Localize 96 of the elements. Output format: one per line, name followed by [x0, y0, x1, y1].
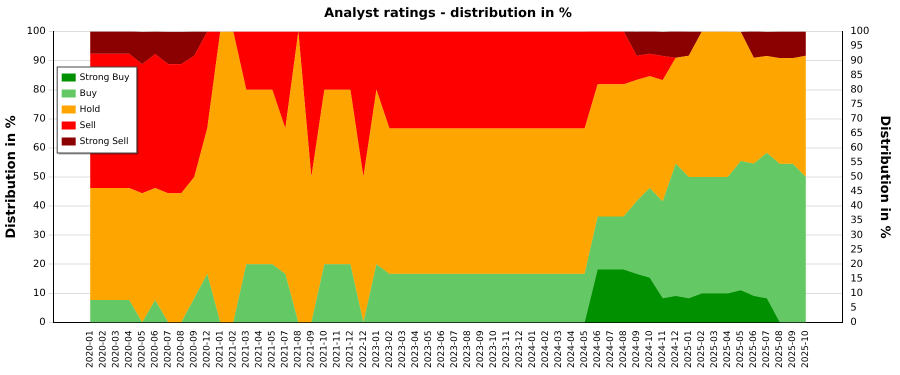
- y2-tick-label: 90: [850, 55, 864, 66]
- x-tick-label: 2025-06: [749, 330, 760, 368]
- x-tick-label: 2020-04: [124, 330, 135, 368]
- y2-tick-label: 30: [850, 230, 864, 241]
- x-tick-label: 2024-10: [645, 330, 656, 368]
- y2-tick-label: 20: [850, 258, 864, 270]
- legend-label: Buy: [80, 88, 98, 99]
- x-tick-label: 2021-03: [242, 330, 252, 368]
- x-tick-label: 2020-12: [202, 330, 213, 368]
- y2-tick-label: 45: [850, 186, 864, 198]
- y-tick-label: 90: [32, 55, 46, 66]
- x-tick-label: 2020-08: [176, 330, 187, 368]
- y2-axis-title: Distribution in %: [876, 115, 892, 239]
- y2-tick-label: 50: [850, 172, 864, 183]
- x-tick-label: 2024-05: [580, 330, 590, 368]
- x-tick-label: 2023-06: [436, 330, 447, 368]
- x-tick-label: 2023-12: [514, 330, 525, 368]
- x-tick-label: 2021-09: [306, 330, 317, 368]
- x-tick-label: 2021-07: [280, 330, 291, 368]
- y2-tick-label: 40: [850, 200, 864, 212]
- y-tick-label: 50: [32, 172, 46, 183]
- y2-tick-label: 65: [850, 128, 864, 139]
- x-tick-label: 2021-04: [254, 330, 265, 368]
- y2-tick-label: 70: [850, 113, 864, 124]
- x-tick-label: 2025-10: [801, 330, 812, 368]
- y2-tick-label: 60: [850, 142, 864, 154]
- x-tick-label: 2020-05: [138, 330, 148, 368]
- y-tick-label: 60: [32, 142, 46, 154]
- x-tick-label: 2024-12: [671, 330, 682, 368]
- y2-tick-label: 15: [850, 273, 864, 284]
- x-tick-label: 2025-09: [788, 330, 798, 368]
- y-tick-label: 30: [32, 230, 46, 241]
- y2-tick-label: 0: [850, 316, 857, 328]
- x-tick-label: 2024-07: [606, 330, 616, 368]
- x-tick-label: 2023-11: [502, 330, 512, 368]
- x-tick-label: 2025-05: [736, 330, 746, 368]
- x-tick-label: 2023-04: [410, 330, 421, 368]
- x-tick-label: 2020-01: [85, 330, 96, 368]
- y-axis-title: Distribution in %: [4, 115, 20, 239]
- x-tick-label: 2021-02: [228, 330, 239, 368]
- x-tick-label: 2021-12: [346, 330, 356, 368]
- y-tick-label: 20: [32, 258, 46, 270]
- x-tick-label: 2025-08: [775, 330, 786, 368]
- y-tick-label: 40: [32, 200, 46, 212]
- y-tick-label: 80: [32, 84, 46, 96]
- legend-label: Strong Sell: [80, 136, 128, 147]
- x-tick-label: 2023-01: [372, 330, 382, 368]
- x-tick-label: 2020-09: [190, 330, 200, 368]
- x-tick-label: 2024-06: [593, 330, 603, 368]
- legend-label: Hold: [80, 104, 100, 115]
- x-tick-label: 2025-03: [710, 330, 720, 368]
- legend-label: Sell: [80, 120, 96, 131]
- x-tick-label: 2021-11: [332, 330, 343, 368]
- x-tick-label: 2023-03: [398, 330, 408, 368]
- x-tick-label: 2024-11: [658, 330, 668, 368]
- x-tick-label: 2021-05: [268, 330, 278, 368]
- y-tick-label: 70: [32, 113, 46, 124]
- x-tick-label: 2025-04: [723, 330, 734, 368]
- y2-tick-label: 55: [850, 157, 864, 168]
- x-tick-label: 2024-03: [554, 330, 564, 368]
- y2-tick-label: 80: [850, 84, 864, 96]
- x-tick-label: 2023-07: [450, 330, 460, 368]
- y-tick-label: 100: [26, 26, 46, 38]
- x-tick-label: 2020-02: [98, 330, 108, 368]
- y2-tick-label: 35: [850, 215, 864, 226]
- x-tick-label: 2020-06: [150, 330, 161, 368]
- x-tick-label: 2023-02: [384, 330, 395, 368]
- y-tick-label: 0: [39, 316, 46, 328]
- x-tick-label: 2022-12: [358, 330, 369, 368]
- x-tick-label: 2023-09: [476, 330, 486, 368]
- x-tick-label: 2024-08: [619, 330, 630, 368]
- x-tick-label: 2024-01: [528, 330, 538, 368]
- y-tick-label: 10: [32, 288, 46, 299]
- y2-tick-label: 100: [850, 26, 870, 38]
- x-tick-label: 2021-08: [294, 330, 304, 368]
- y2-tick-label: 10: [850, 288, 864, 299]
- x-tick-label: 2025-07: [762, 330, 772, 368]
- x-tick-label: 2023-10: [488, 330, 499, 368]
- x-tick-label: 2023-05: [424, 330, 434, 368]
- y2-tick-label: 85: [850, 70, 864, 81]
- x-tick-label: 2024-09: [632, 330, 642, 368]
- y2-tick-label: 75: [850, 98, 864, 110]
- y2-tick-label: 95: [850, 40, 864, 52]
- chart-title: Analyst ratings - distribution in %: [324, 6, 572, 22]
- x-tick-label: 2023-08: [462, 330, 473, 368]
- x-tick-label: 2024-02: [540, 330, 551, 368]
- legend-label: Strong Buy: [80, 72, 130, 83]
- x-tick-label: 2020-07: [164, 330, 174, 368]
- x-tick-label: 2025-02: [697, 330, 708, 368]
- x-tick-label: 2025-01: [684, 330, 694, 368]
- y2-tick-label: 5: [850, 302, 857, 314]
- y2-tick-label: 25: [850, 244, 864, 256]
- x-tick-label: 2020-03: [111, 330, 122, 368]
- x-tick-label: 2024-04: [566, 330, 577, 368]
- x-tick-label: 2021-10: [320, 330, 330, 368]
- x-tick-label: 2021-01: [216, 330, 226, 368]
